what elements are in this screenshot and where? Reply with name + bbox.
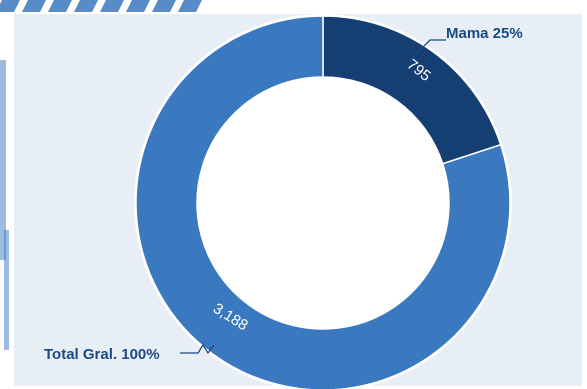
leader-line-mama <box>409 39 446 61</box>
callout-label-total: Total Gral. 100% <box>44 346 160 363</box>
decor-bar <box>0 60 6 260</box>
decor-stripe <box>22 0 46 12</box>
decor-stripe <box>152 0 176 12</box>
leader-line-total <box>180 343 215 355</box>
donut-slices <box>134 14 512 389</box>
decor-stripe <box>74 0 98 12</box>
decor-stripe <box>48 0 72 12</box>
decor-bar <box>4 230 9 350</box>
decor-stripe <box>0 0 20 12</box>
decorative-stripes <box>0 0 202 350</box>
decor-stripe <box>126 0 150 12</box>
donut-hole <box>197 77 449 329</box>
decor-stripe <box>178 0 202 12</box>
callout-label-mama: Mama 25% <box>446 25 523 42</box>
decor-stripe <box>100 0 124 12</box>
